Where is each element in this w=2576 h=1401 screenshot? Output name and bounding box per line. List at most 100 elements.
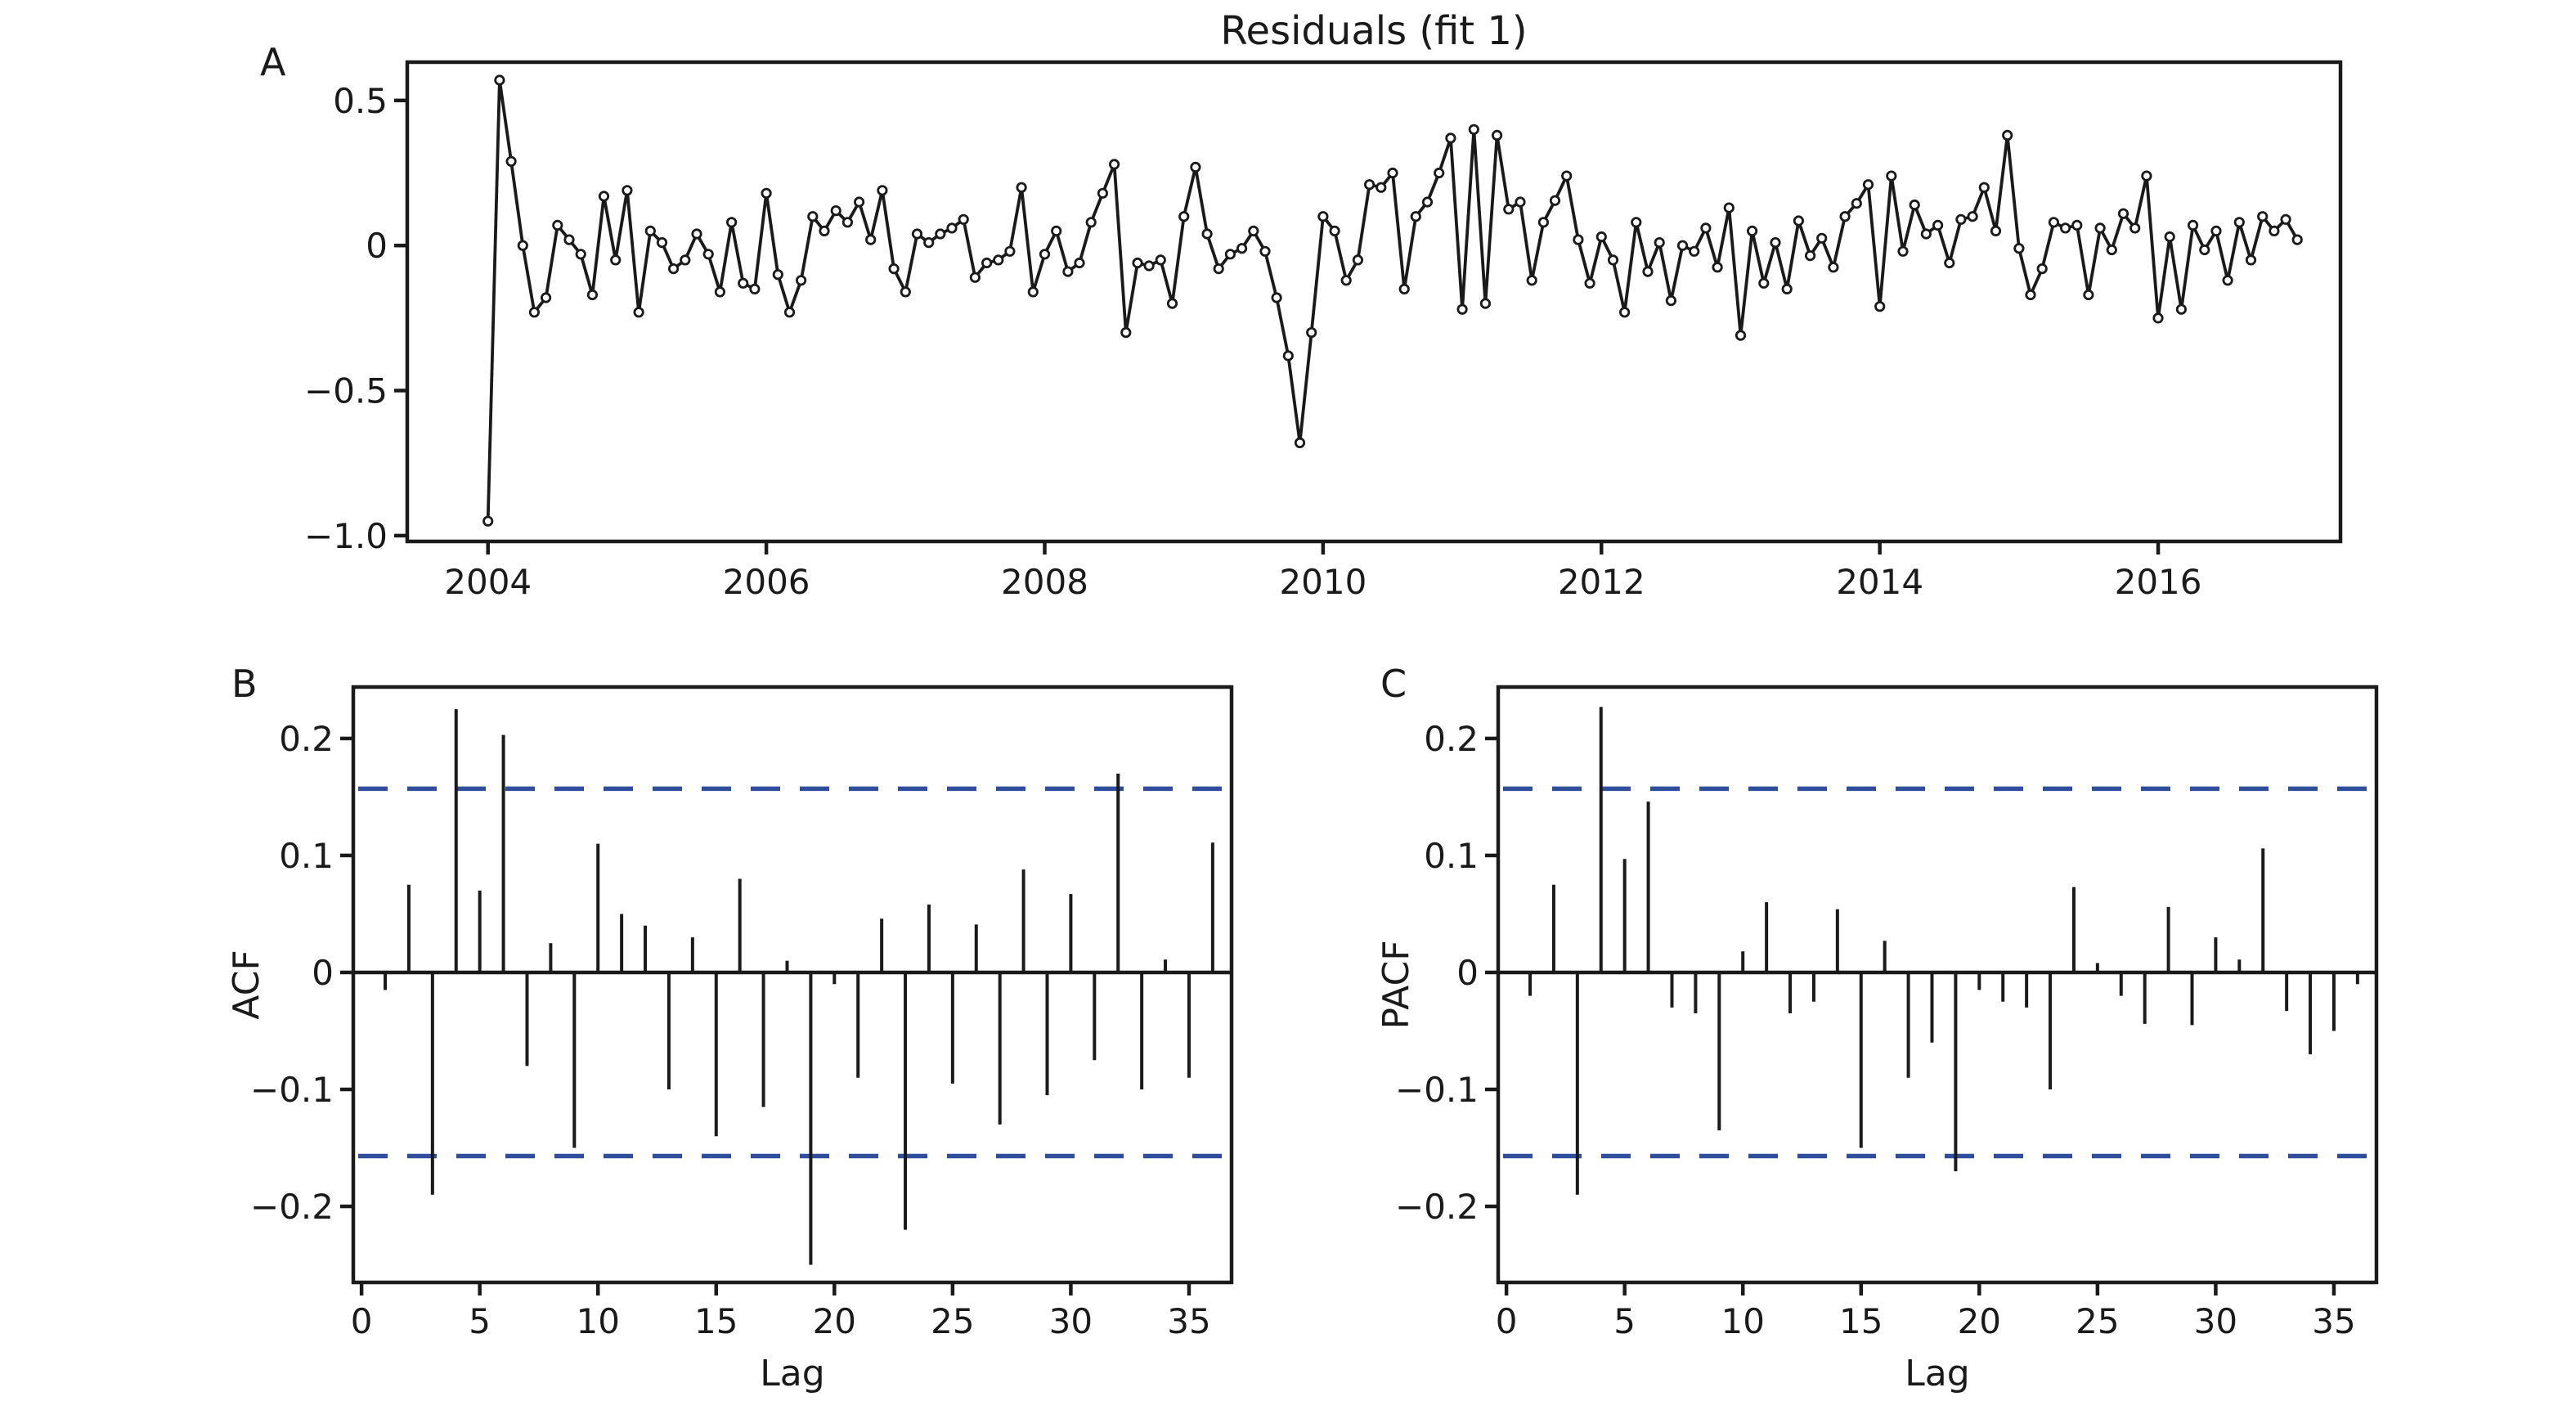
data-point-marker <box>1434 167 1445 179</box>
data-point-marker <box>1364 179 1376 191</box>
data-point-marker <box>841 217 854 228</box>
data-point-marker <box>2117 208 2129 219</box>
data-point-marker <box>772 269 783 281</box>
data-point-marker <box>1456 303 1468 315</box>
panel-c-label: C <box>1380 662 1407 706</box>
data-point-marker <box>1886 170 1897 182</box>
data-point-marker <box>680 254 691 266</box>
data-point-marker <box>1074 257 1085 269</box>
data-point-marker <box>1132 257 1143 269</box>
data-point-marker <box>2036 263 2048 275</box>
data-point-marker <box>1828 262 1839 273</box>
data-point-marker <box>2048 217 2059 228</box>
acf-panel: 0 5 10 15 20 25 30 35 0.2 0.1 0 −0.1 −0.2 <box>250 685 1234 1341</box>
data-point-marker <box>633 307 644 318</box>
data-point-marker <box>1758 277 1770 289</box>
data-point-marker <box>1839 211 1851 222</box>
data-point-marker <box>1920 228 1932 240</box>
data-point-marker <box>656 236 668 249</box>
data-point-marker <box>1109 159 1120 170</box>
y-tick-label: −0.2 <box>250 1187 334 1227</box>
data-point-marker <box>1595 231 1607 243</box>
data-point-marker <box>1398 283 1410 294</box>
data-point-marker <box>1468 123 1479 135</box>
data-point-marker <box>2280 213 2291 225</box>
x-tick-label: 35 <box>1167 1301 1210 1341</box>
data-point-marker <box>610 254 622 266</box>
data-point-marker <box>1515 196 1526 208</box>
acf-axis-label: ACF <box>226 950 267 1019</box>
x-tick-label: 20 <box>1958 1301 2001 1341</box>
x-tick-label: 15 <box>694 1301 738 1341</box>
x-tick-label: 5 <box>469 1301 491 1341</box>
data-point-marker <box>1793 215 1804 227</box>
data-point-marker <box>2210 225 2222 236</box>
data-point-marker <box>517 240 528 251</box>
data-point-marker <box>2257 211 2269 222</box>
x-tick-label: 25 <box>931 1301 974 1341</box>
data-point-marker <box>1178 211 1190 222</box>
y-tick-label: 0 <box>312 953 334 993</box>
data-point-marker <box>795 275 807 286</box>
data-point-marker <box>714 286 726 298</box>
data-point-marker <box>1352 254 1364 266</box>
data-point-marker <box>761 187 772 199</box>
data-point-marker <box>1862 179 1874 191</box>
data-point-marker <box>1561 170 1573 182</box>
data-point-marker <box>1735 330 1747 341</box>
data-point-marker <box>667 263 680 275</box>
data-point-marker <box>575 249 586 260</box>
data-point-marker <box>2175 303 2187 315</box>
data-point-marker <box>505 155 517 167</box>
data-point-marker <box>1607 254 1619 266</box>
data-point-marker <box>540 292 552 303</box>
data-point-marker <box>1967 211 1978 222</box>
x-tick-label: 2006 <box>723 562 810 602</box>
data-point-marker <box>1294 437 1306 449</box>
data-point-marker <box>981 257 993 269</box>
data-point-marker <box>598 191 610 202</box>
data-point-marker <box>1584 277 1595 289</box>
data-point-marker <box>2291 234 2303 245</box>
data-point-marker <box>1909 199 1920 211</box>
x-tick-label: 25 <box>2076 1301 2119 1341</box>
data-point-marker <box>2083 289 2094 301</box>
residuals-line <box>486 79 2299 522</box>
x-tick-label: 0 <box>351 1301 373 1341</box>
y-tick-label: −0.2 <box>1395 1187 1479 1227</box>
y-tick-label: 0 <box>366 226 388 266</box>
data-point-marker <box>969 272 981 283</box>
data-point-marker <box>563 234 575 245</box>
data-point-marker <box>1932 219 1944 231</box>
x-tick-label: 30 <box>2194 1301 2237 1341</box>
x-tick-label: 30 <box>1049 1301 1093 1341</box>
data-point-marker <box>2188 219 2199 231</box>
y-tick-label: −0.1 <box>1395 1070 1479 1110</box>
y-tick-label: 0 <box>1456 953 1479 993</box>
data-point-marker <box>1770 236 1781 249</box>
data-point-marker <box>1537 217 1550 228</box>
data-point-marker <box>935 228 946 240</box>
y-tick-label: 0.5 <box>333 81 388 121</box>
data-point-marker <box>1085 217 1097 228</box>
data-point-marker <box>2164 231 2175 243</box>
data-point-marker <box>494 74 505 86</box>
data-point-marker <box>1851 198 1862 209</box>
data-point-marker <box>1143 260 1155 272</box>
data-point-marker <box>1421 196 1434 208</box>
data-point-marker <box>1329 225 1340 236</box>
data-point-marker <box>1955 213 1967 225</box>
data-point-marker <box>877 185 888 196</box>
data-point-marker <box>749 283 761 294</box>
data-point-marker <box>1676 240 1689 251</box>
data-point-marker <box>865 234 877 245</box>
plot-frame <box>405 60 2343 544</box>
data-point-marker <box>1445 132 1456 144</box>
data-point-marker <box>1340 275 1352 286</box>
data-point-marker <box>783 307 796 318</box>
data-point-marker <box>888 263 900 275</box>
data-point-marker <box>993 254 1004 266</box>
figure-title: Residuals (fit 1) <box>1220 8 1527 54</box>
